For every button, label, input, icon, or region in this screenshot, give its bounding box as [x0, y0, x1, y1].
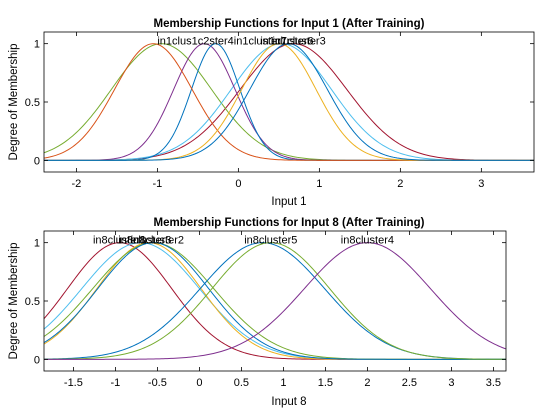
- x-tick-label: 2.5: [402, 377, 417, 389]
- x-tick-label: 2: [397, 178, 403, 190]
- axes-input-8: Membership Functions for Input 8 (After …: [8, 217, 507, 408]
- x-tick-label: 3: [448, 377, 454, 389]
- axes-1-x-ticks: -2 -1 0 1 2 3: [72, 32, 484, 190]
- axes-2-title: Membership Functions for Input 8 (After …: [154, 217, 425, 229]
- x-tick-label: 2: [364, 377, 370, 389]
- y-tick-label: 1: [34, 238, 40, 250]
- axes-1-mf-labels: in1clus1c2ster4in1cluster7in1cluster6in1…: [157, 36, 325, 48]
- axes-1-y-ticks: 00.51: [25, 39, 534, 167]
- mf-label-4: in8cluster5: [244, 235, 297, 247]
- y-tick-label: 0: [34, 354, 40, 366]
- mf-curve-5: [43, 242, 506, 360]
- mf-label-2: in1cluster6: [260, 36, 313, 48]
- x-tick-label: 3: [478, 178, 484, 190]
- x-tick-label: 1.5: [318, 377, 333, 389]
- x-tick-label: -1.5: [64, 377, 83, 389]
- axes-2-x-ticks: -1.5 -1 -0.5 0 0.5 1 1.5 2 2.5 3 3.5: [64, 231, 501, 389]
- x-tick-label: -2: [72, 178, 82, 190]
- axes-2-ylabel: Degree of Membership: [8, 243, 20, 360]
- x-tick-label: 0: [196, 377, 202, 389]
- mf-label-5: in8cluster4: [341, 235, 394, 247]
- axes-input-1: Membership Functions for Input 1 (After …: [8, 18, 535, 208]
- mf-label-2: in8cluster2: [131, 235, 184, 247]
- x-tick-label: -1: [111, 377, 121, 389]
- axes-1-curves: [43, 43, 534, 161]
- axes-2-xlabel: Input 8: [271, 396, 306, 408]
- axes-2-y-ticks: 00.51: [25, 238, 506, 366]
- mf-label-1: in1clus1c2ster4in1cluster7: [157, 36, 287, 48]
- y-tick-label: 0.5: [25, 97, 40, 109]
- mf-curve-8: [44, 43, 534, 161]
- x-tick-label: 0: [235, 178, 241, 190]
- y-tick-label: 1: [34, 39, 40, 51]
- mf-label-1: in8cluster1: [93, 235, 146, 247]
- mf-label-3: in8cluster3: [118, 235, 171, 247]
- x-tick-label: 3.5: [486, 377, 501, 389]
- axes-1-ylabel: Degree of Membership: [8, 44, 20, 161]
- x-tick-label: -1: [152, 178, 162, 190]
- y-tick-label: 0.5: [25, 296, 40, 308]
- mf-curve-8: [44, 242, 507, 360]
- mf-label-3: in1cluster3: [273, 36, 326, 48]
- y-tick-label: 0: [34, 155, 40, 167]
- x-tick-label: -0.5: [148, 377, 167, 389]
- mf-curve-7: [44, 242, 506, 360]
- x-tick-label: 0.5: [234, 377, 249, 389]
- x-tick-label: 1: [280, 377, 286, 389]
- axes-1-title: Membership Functions for Input 1 (After …: [154, 18, 425, 30]
- x-tick-label: 1: [316, 178, 322, 190]
- axes-1-xlabel: Input 1: [271, 196, 306, 208]
- axes-2-curves: [43, 242, 507, 360]
